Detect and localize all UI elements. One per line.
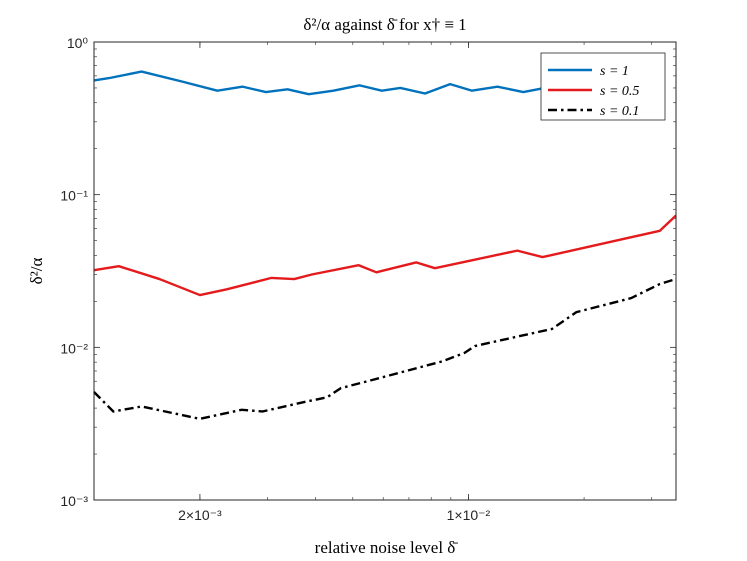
x-tick-label: 1×10⁻² — [447, 507, 491, 523]
series-line-3 — [93, 277, 677, 421]
legend: s = 1 s = 0.5 s = 0.1 — [540, 52, 666, 121]
legend-label-3: s = 0.1 — [600, 104, 639, 119]
y-tick-label: 10⁰ — [67, 35, 89, 51]
legend-label-2: s = 0.5 — [600, 84, 639, 99]
chart-title: δ²/α against δ̄ for x† ≡ 1 — [303, 15, 466, 34]
x-axis-label: relative noise level δ̄ — [315, 538, 459, 557]
y-axis-label: δ²/α — [27, 258, 46, 285]
y-tick-label: 10⁻³ — [60, 493, 88, 509]
legend-label-1: s = 1 — [600, 64, 629, 79]
plot-frame — [93, 41, 677, 501]
x-tick-label: 2×10⁻³ — [178, 507, 222, 523]
series-line-2 — [93, 214, 677, 297]
series-line-1 — [93, 70, 567, 96]
y-tick-label: 10⁻² — [60, 340, 88, 356]
y-tick-label: 10⁻¹ — [60, 188, 88, 204]
